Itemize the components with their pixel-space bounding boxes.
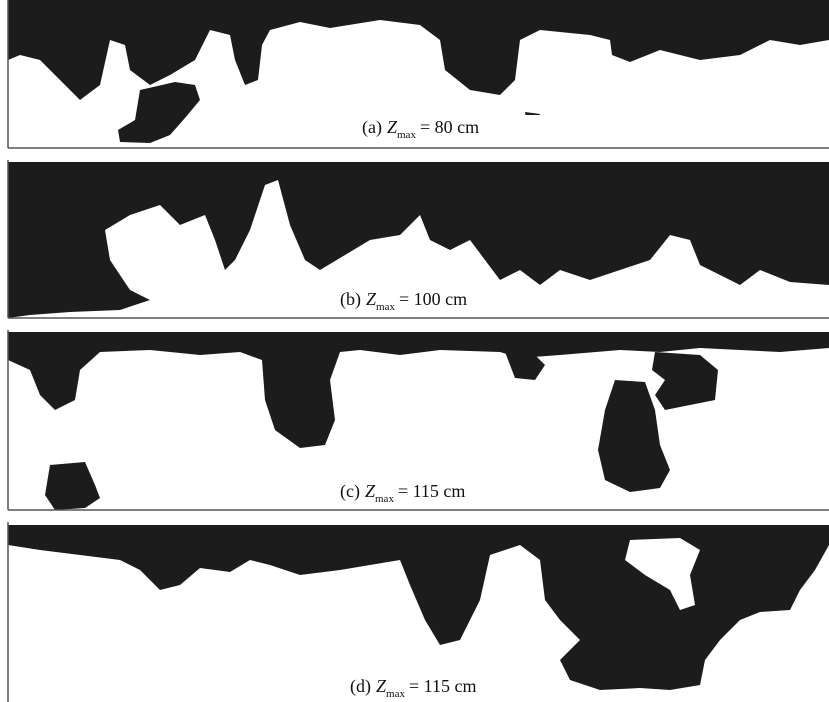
panel-label: (a) xyxy=(362,117,382,138)
subscript: max xyxy=(375,493,394,505)
subscript: max xyxy=(376,301,395,313)
value: = 115 cm xyxy=(409,676,476,696)
value: = 80 cm xyxy=(420,117,479,137)
value: = 100 cm xyxy=(399,289,467,309)
panel-label: (b) xyxy=(340,289,361,310)
panel-label: (d) xyxy=(350,676,371,697)
value: = 115 cm xyxy=(398,481,465,501)
panel-label: (c) xyxy=(340,481,360,502)
subscript: max xyxy=(397,129,416,141)
figure: (a)Zmax= 80 cm(b)Zmax= 100 cm(c)Zmax= 11… xyxy=(0,0,829,702)
subscript: max xyxy=(386,688,405,700)
